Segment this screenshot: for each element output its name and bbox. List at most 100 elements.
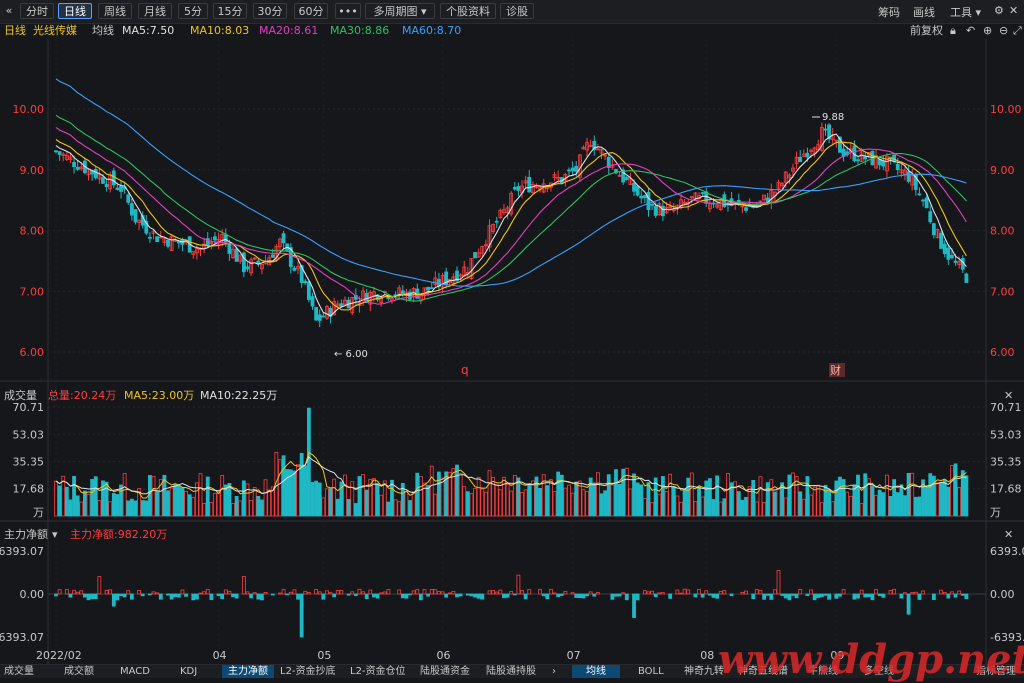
flow-bar <box>516 574 521 595</box>
flow-bar <box>888 589 893 595</box>
tab-five-lines[interactable]: 神奇五线谱 <box>738 666 788 677</box>
volume-bar <box>845 491 850 517</box>
flow-bar <box>480 593 485 600</box>
volume-bar <box>187 494 192 517</box>
draw-button[interactable]: 画线 <box>913 6 935 19</box>
settings-icon[interactable]: ⚙ <box>994 4 1004 17</box>
tab-main-flow[interactable]: 主力净额 <box>222 665 274 678</box>
tab-kdj[interactable]: KDJ <box>180 666 198 677</box>
volume-close-icon[interactable]: ✕ <box>1004 389 1014 402</box>
volume-bar <box>119 484 123 517</box>
flow-bar <box>632 593 636 618</box>
flow-bar <box>791 593 795 596</box>
flow-bar <box>108 589 113 595</box>
volume-bar <box>682 488 687 517</box>
volume-bar <box>877 489 882 517</box>
tools-dropdown[interactable]: 工具 ▾ <box>950 6 982 19</box>
stock-info-button[interactable]: 个股资料 <box>440 3 496 19</box>
candle-body <box>317 314 322 321</box>
adjust-dropdown[interactable]: 前复权 <box>910 24 943 37</box>
tab-bull-bear[interactable]: 牛熊线 <box>808 666 838 677</box>
candle-body <box>350 297 355 314</box>
candle-body <box>278 238 282 248</box>
candle-body <box>863 156 868 160</box>
expand-icon[interactable]: ⤢ <box>1013 24 1022 37</box>
zoom-out-icon[interactable]: ⊖ <box>999 24 1009 37</box>
tab-boll[interactable]: BOLL <box>638 666 664 677</box>
candle-body <box>281 233 286 244</box>
tab-intraday[interactable]: 分时 <box>20 3 54 19</box>
volume-bar <box>494 484 499 517</box>
undo-icon[interactable]: ↶ <box>966 24 976 37</box>
chevron-down-icon[interactable]: ▾ <box>52 528 58 541</box>
flow-bar <box>400 593 405 599</box>
flow-bar <box>379 592 384 595</box>
volume-bar <box>422 482 427 517</box>
tab-60min[interactable]: 60分 <box>294 3 328 19</box>
flow-bar <box>155 592 160 595</box>
kline-chart[interactable]: 10.00 10.00 9.00 9.00 8.00 8.00 7.00 7.00 6.00 6.… <box>0 39 1024 664</box>
zoom-in-icon[interactable]: ⊕ <box>983 24 993 37</box>
volume-bar <box>729 482 734 517</box>
candle-body <box>888 156 893 159</box>
tab-weekly[interactable]: 周线 <box>98 3 132 19</box>
candle-body <box>530 183 535 193</box>
more-periods-button[interactable]: ••• <box>335 3 361 19</box>
tab-30min[interactable]: 30分 <box>253 3 287 19</box>
volume-bar <box>57 485 62 517</box>
ma20-value: MA20:8.61 <box>259 24 319 37</box>
flow-bar <box>653 593 658 598</box>
tab-volume[interactable]: 成交量 <box>4 666 34 677</box>
tabs-scroll-icon[interactable]: › <box>552 666 556 677</box>
chips-button[interactable]: 筹码 <box>878 6 900 19</box>
indicator-manage-button[interactable]: 指标管理 <box>976 666 1016 677</box>
candle-body <box>303 280 308 284</box>
volume-label: 万 <box>990 506 1001 519</box>
tab-monthly[interactable]: 月线 <box>138 3 172 19</box>
flow-bar <box>278 592 282 595</box>
tab-5min[interactable]: 5分 <box>178 3 208 19</box>
candle-body <box>332 301 337 316</box>
flow-bar <box>621 592 626 595</box>
flow-bar <box>198 592 203 595</box>
volume-bar <box>830 501 835 517</box>
tab-daily[interactable]: 日线 <box>58 3 92 19</box>
tab-long-short[interactable]: 多空线 <box>864 666 894 677</box>
flow-bar <box>780 593 785 596</box>
flow-close-icon[interactable]: ✕ <box>1004 528 1014 541</box>
flow-bar <box>68 593 73 598</box>
volume-title[interactable]: 成交量 <box>4 389 37 402</box>
tab-hk-holding[interactable]: 陆股通持股 <box>486 666 536 677</box>
volume-bar <box>256 495 261 517</box>
volume-bar <box>931 475 936 517</box>
tab-nine-turn[interactable]: 神奇九转 <box>684 666 724 677</box>
flow-label: -6393.07 <box>0 631 44 644</box>
tab-amount[interactable]: 成交额 <box>64 666 94 677</box>
candle-body <box>704 191 709 204</box>
back-icon[interactable]: « <box>5 4 13 17</box>
diagnose-button[interactable]: 诊股 <box>500 3 534 19</box>
candle-body <box>68 156 73 160</box>
tab-ma[interactable]: 均线 <box>572 665 620 678</box>
tab-l2-position[interactable]: L2-资金仓位 <box>350 666 406 677</box>
volume-bar <box>455 464 459 517</box>
volume-bar <box>874 494 878 517</box>
flow-bar <box>505 593 510 598</box>
tab-macd[interactable]: MACD <box>120 666 150 677</box>
flow-bar <box>357 588 362 595</box>
tab-l2-bottom[interactable]: L2-资金抄底 <box>280 666 336 677</box>
flow-bar <box>877 593 882 597</box>
lock-icon[interactable]: 🔒︎ <box>950 24 956 37</box>
close-icon[interactable]: ✕ <box>1009 4 1019 17</box>
ma60-line <box>55 78 967 287</box>
tab-hk-flow[interactable]: 陆股通资金 <box>420 666 470 677</box>
multi-period-dropdown[interactable]: 多周期图 ▾ <box>365 3 435 19</box>
flow-title[interactable]: 主力净额 <box>4 528 48 541</box>
flow-bar <box>812 593 817 601</box>
candle-body <box>567 169 571 172</box>
ma-label[interactable]: 均线 <box>92 24 114 37</box>
tab-15min[interactable]: 15分 <box>213 3 247 19</box>
volume-bar <box>671 486 676 517</box>
flow-bar <box>668 593 673 599</box>
candle-body <box>805 152 810 158</box>
